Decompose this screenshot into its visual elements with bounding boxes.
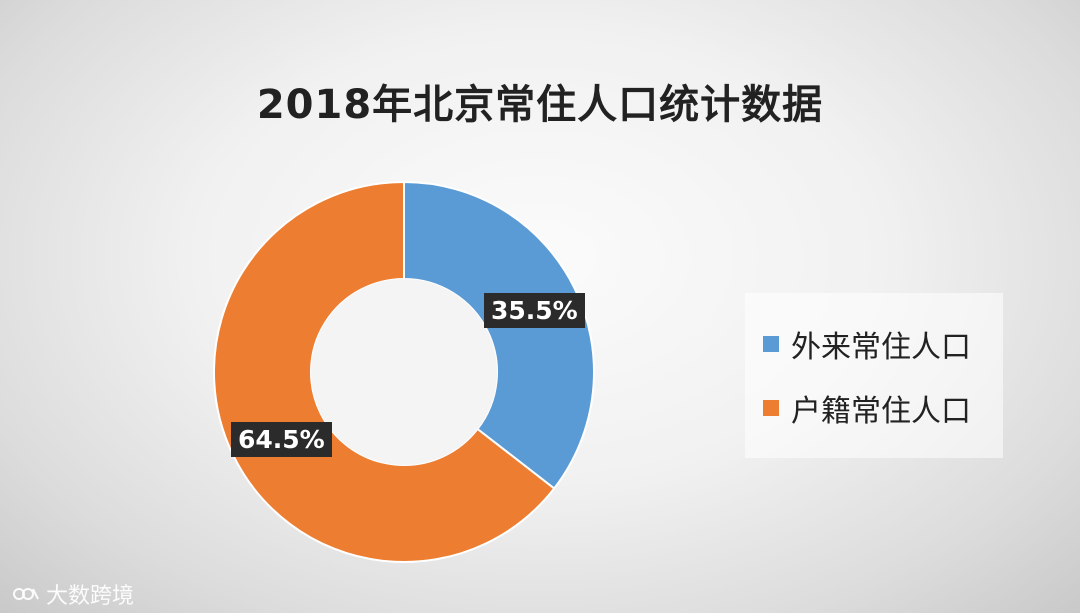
- donut-hole: [311, 279, 497, 465]
- data-label-waijia: 35.5%: [484, 293, 585, 328]
- legend: 外来常住人口 户籍常住人口: [745, 293, 1003, 458]
- dashuju-logo-icon: [13, 588, 39, 600]
- legend-label-waijia: 外来常住人口: [791, 330, 971, 365]
- data-label-huji: 64.5%: [231, 422, 332, 457]
- watermark: 大数跨境: [12, 578, 134, 610]
- legend-item-huji: 户籍常住人口: [763, 379, 1003, 437]
- legend-label-huji: 户籍常住人口: [791, 394, 971, 429]
- watermark-text: 大数跨境: [46, 584, 135, 609]
- chart-title: 2018年北京常住人口统计数据: [256, 82, 824, 128]
- legend-swatch-huji: [763, 400, 779, 416]
- legend-swatch-waijia: [763, 336, 779, 352]
- legend-item-waijia: 外来常住人口: [763, 315, 1003, 373]
